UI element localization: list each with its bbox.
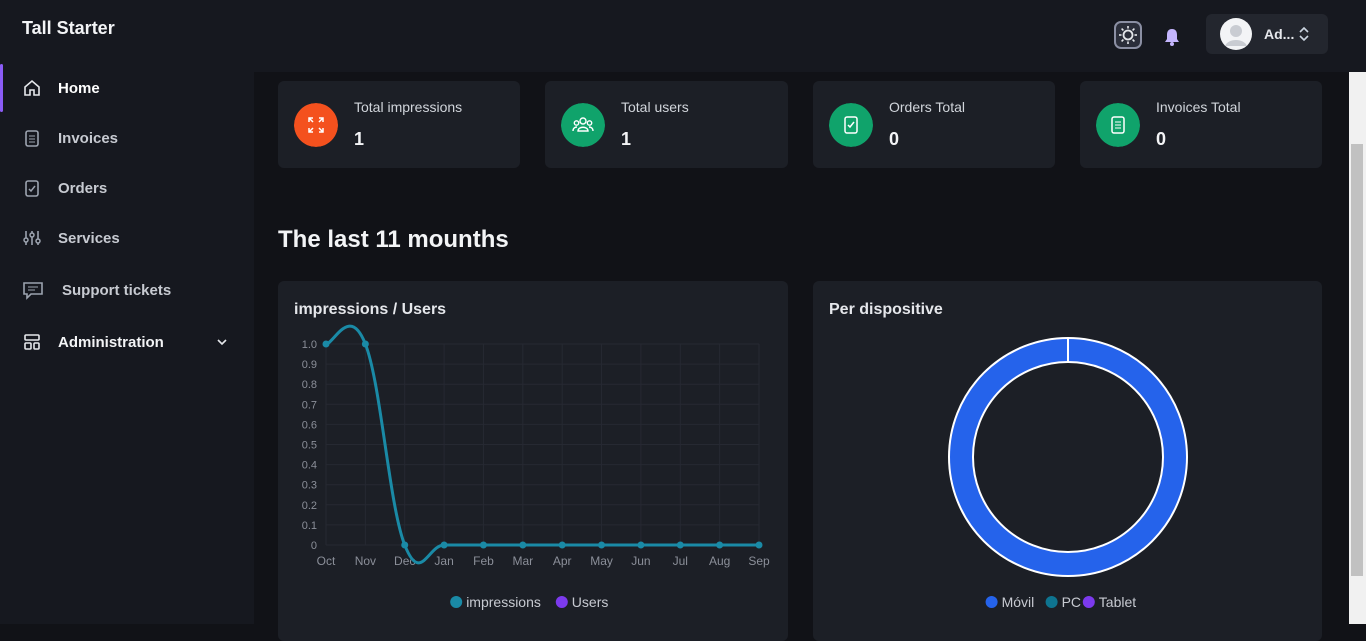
data-point [755,541,763,549]
x-tick-label: Apr [553,554,572,568]
notifications[interactable] [1163,27,1181,47]
data-point [519,541,527,549]
nav-label: Home [58,79,100,97]
data-point [440,541,448,549]
y-tick-label: 0.2 [302,500,317,512]
legend-label: Móvil [1002,594,1035,610]
avatar [1220,18,1252,50]
stat-icon [561,103,605,147]
data-point [361,340,369,348]
legend-swatch [1082,596,1095,608]
stat-label: Total users [621,99,689,115]
x-tick-label: Jan [434,554,453,568]
stat-value: 0 [1156,129,1167,149]
legend-label: impressions [466,594,541,610]
y-tick-label: 0.3 [302,480,317,492]
x-tick-label: Oct [317,554,336,568]
doughnut-chart: Móvil PC Tablet [948,337,1188,610]
stat-label: Orders Total [889,99,965,115]
nav-orders[interactable]: Orders [0,168,254,208]
x-tick-label: Mar [512,554,533,568]
nav-invoices[interactable]: Invoices [0,118,254,158]
data-point [322,340,330,348]
x-tick-label: Jul [673,554,688,568]
nav-support[interactable]: Support tickets [0,270,254,310]
nav-label: Orders [58,179,108,197]
stat-card: Total users 1 [545,81,788,168]
x-tick-label: Nov [355,554,376,568]
nav-label: Support tickets [62,281,172,299]
y-tick-label: 0.5 [302,440,317,452]
icon [23,231,41,245]
stat-value: 1 [354,129,365,149]
data-point [401,541,409,549]
stat-card: Invoices Total 0 [1080,81,1322,168]
legend-swatch [450,596,463,608]
theme-toggle[interactable] [1114,21,1142,49]
user-name: Ad... [1264,26,1295,42]
stat-card: Total impressions 1 [278,81,520,168]
nav-label: Administration [58,333,164,351]
icon [24,79,40,96]
y-tick-label: 0.8 [302,379,317,391]
x-tick-label: Jun [631,554,650,568]
segment-border [972,361,1164,553]
x-tick-label: Sep [748,554,770,568]
sidebar: Home Invoices Orders Services Support ti… [0,64,254,624]
nav-label: Services [58,229,120,247]
stat-icon [294,103,338,147]
icon [23,282,43,300]
stat-value: 0 [889,129,900,149]
legend-swatch [985,596,998,608]
chart-card: Per dispositive Móvil PC Tablet [813,281,1322,641]
legend-swatch [555,596,568,608]
data-point [558,541,566,549]
top-bar [0,0,1366,72]
x-tick-label: Feb [473,554,494,568]
y-tick-label: 0.6 [302,419,317,431]
nav-services[interactable]: Services [0,218,254,258]
nav-home[interactable]: Home [0,64,254,112]
nav-administration[interactable]: Administration [0,322,254,362]
legend-label: Tablet [1099,594,1136,610]
x-tick-label: May [590,554,613,568]
doughnut-segment [949,338,1187,576]
data-point [676,541,684,549]
brand[interactable]: Tall Starter [22,18,115,38]
stat-value: 1 [621,129,632,149]
chart-title: impressions / Users [294,301,447,318]
user-menu[interactable]: Ad... [1206,14,1328,54]
stat-label: Total impressions [354,99,463,115]
icon [24,334,40,350]
icon [25,180,39,197]
data-point [716,541,724,549]
y-tick-label: 0.4 [302,460,317,472]
data-point [479,541,487,549]
stat-label: Invoices Total [1156,99,1241,115]
data-point [637,541,645,549]
legend-label: PC [1062,594,1081,610]
stat-icon [829,103,873,147]
chart-title: Per dispositive [829,301,943,318]
chevron [217,339,227,346]
y-tick-label: 1.0 [302,339,317,351]
legend-swatch [1045,596,1058,608]
chevron [1299,26,1309,42]
stat-icon [1096,103,1140,147]
icon [25,130,39,147]
section-title: The last 11 mounths [278,226,509,253]
chart-card: impressions / Users 0 0.1 0.2 0.3 0.4 0.5 0.6 0… [278,281,788,641]
y-tick-label: 0.7 [302,399,317,411]
y-tick-label: 0 [311,540,317,552]
stat-card: Orders Total 0 [813,81,1055,168]
scrollbar-thumb[interactable] [1351,144,1363,576]
x-tick-label: Aug [709,554,730,568]
data-point [598,541,606,549]
y-tick-label: 0.9 [302,359,317,371]
y-tick-label: 0.1 [302,520,317,532]
legend-label: Users [572,594,609,610]
nav-label: Invoices [58,129,119,147]
